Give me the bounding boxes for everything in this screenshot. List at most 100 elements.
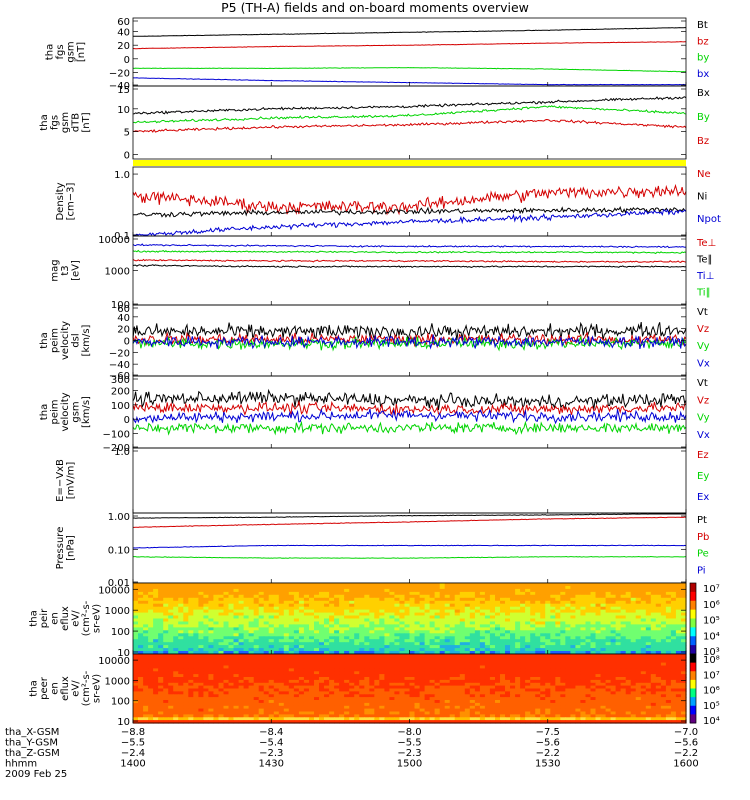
yaxis-label-fgs: tha fgs gsm [nT] (44, 41, 87, 62)
heatmap-cell (309, 682, 315, 687)
heatmap-cell (625, 606, 632, 611)
heatmap-cell (153, 654, 159, 658)
heatmap-cell (610, 668, 617, 672)
heatmap-cell (535, 642, 541, 646)
heatmap-cell (278, 674, 285, 678)
heatmap-cell (404, 621, 411, 626)
heatmap-cell (575, 691, 581, 695)
heatmap-cell (615, 591, 622, 596)
heatmap-cell (339, 674, 345, 678)
heatmap-cell (489, 674, 496, 678)
heatmap-cell (263, 688, 270, 692)
heatmap-cell (273, 618, 280, 623)
heatmap-cell (434, 618, 441, 623)
heatmap-cell (520, 668, 526, 672)
heatmap-cell (218, 621, 225, 626)
heatmap-cell (424, 705, 431, 710)
ytick-label: 20 (117, 41, 130, 52)
heatmap-cell (505, 651, 511, 655)
heatmap-cell (228, 606, 235, 611)
heatmap-cell (178, 586, 184, 590)
heatmap-cell (650, 639, 657, 643)
heatmap-cell (198, 583, 204, 587)
heatmap-cell (530, 639, 536, 643)
heatmap-cell (379, 691, 385, 695)
heatmap-cell (314, 606, 320, 611)
heatmap-cell (354, 671, 360, 675)
heatmap-cell (610, 697, 617, 701)
heatmap-cell (510, 668, 516, 672)
ytick-label: 200 (111, 386, 130, 397)
heatmap-cell (364, 705, 370, 710)
heatmap-cell (233, 674, 240, 678)
heatmap-cell (324, 679, 330, 684)
heatmap-cell (590, 702, 597, 707)
heatmap-cell (263, 627, 270, 631)
heatmap-cell (454, 656, 461, 661)
heatmap-cell (394, 691, 400, 695)
heatmap-cell (439, 624, 446, 628)
heatmap-cell (193, 651, 199, 655)
heatmap-cell (228, 618, 235, 623)
yaxis-label-line: eV/ (71, 610, 82, 627)
heatmap-cell (198, 691, 204, 695)
heatmap-cell (625, 651, 632, 655)
heatmap-cell (384, 639, 390, 643)
heatmap-cell (555, 594, 561, 599)
heatmap-cell (570, 654, 576, 658)
heatmap-cell (293, 702, 300, 707)
heatmap-cell (374, 627, 380, 631)
heatmap-cell (158, 630, 164, 634)
heatmap-cell (273, 594, 280, 599)
heatmap-cell (329, 642, 335, 646)
heatmap-cell (404, 624, 411, 628)
heatmap-cell (238, 671, 245, 675)
heatmap-cell (469, 639, 476, 643)
heatmap-cell (238, 606, 245, 611)
heatmap-cell (344, 636, 350, 640)
heatmap-cell (520, 597, 526, 602)
heatmap-cell (444, 700, 451, 704)
heatmap-cell (399, 624, 405, 628)
heatmap-cell (570, 639, 576, 643)
heatmap-cell (550, 586, 556, 590)
heatmap-cell (399, 612, 405, 617)
heatmap-cell (474, 588, 481, 593)
heatmap-cell (681, 586, 687, 590)
heatmap-cell (384, 648, 390, 652)
heatmap-cell (620, 633, 627, 637)
heatmap-cell (133, 639, 139, 643)
heatmap-cell (379, 639, 385, 643)
heatmap-cell (409, 656, 416, 661)
heatmap-cell (469, 642, 476, 646)
heatmap-cell (409, 651, 416, 655)
heatmap-cell (540, 697, 546, 701)
heatmap-cell (600, 671, 607, 675)
heatmap-cell (540, 665, 546, 669)
heatmap-cell (555, 654, 561, 658)
heatmap-cell (535, 636, 541, 640)
legend-label-temperature-3: Ti∥ (696, 288, 711, 299)
heatmap-cell (369, 662, 375, 667)
heatmap-cell (580, 685, 586, 690)
heatmap-cell (278, 700, 285, 704)
heatmap-cell (555, 688, 561, 692)
heatmap-cell (575, 603, 581, 608)
heatmap-cell (319, 668, 325, 672)
heatmap-cell (525, 621, 531, 626)
heatmap-cell (605, 588, 612, 593)
heatmap-cell (293, 682, 300, 687)
heatmap-cell (515, 682, 521, 687)
heatmap-cell (484, 697, 491, 701)
heatmap-cell (399, 682, 405, 687)
heatmap-cell (298, 618, 305, 623)
heatmap-cell (429, 668, 436, 672)
heatmap-cell (314, 621, 320, 626)
heatmap-cell (404, 630, 411, 634)
heatmap-cell (263, 654, 270, 658)
heatmap-cell (630, 588, 637, 593)
heatmap-cell (540, 642, 546, 646)
heatmap-cell (183, 691, 189, 695)
heatmap-cell (369, 679, 375, 684)
heatmap-cell (630, 600, 637, 605)
